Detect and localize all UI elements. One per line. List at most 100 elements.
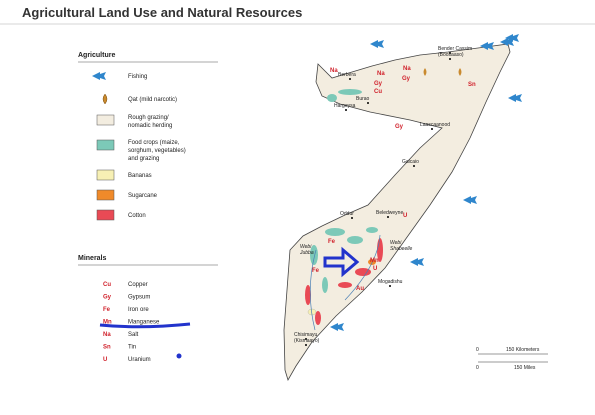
crop-area bbox=[366, 227, 378, 233]
legend-label: nomadic herding bbox=[128, 123, 172, 129]
cotton-area bbox=[355, 268, 371, 276]
town-dot bbox=[305, 344, 307, 346]
mineral-site: Au bbox=[356, 286, 364, 292]
town-dot bbox=[413, 165, 415, 167]
crop-area bbox=[327, 94, 337, 102]
mineral-legend: Cu Copper Gy Gypsum Fe Iron ore Mn Manganese Na S… bbox=[103, 282, 160, 363]
title: Agricultural Land Use and Natural Resour… bbox=[22, 5, 302, 20]
legend-heading: Agriculture bbox=[78, 52, 115, 59]
mineral-name: Uranium bbox=[128, 357, 151, 363]
qat-mark bbox=[423, 68, 427, 76]
scale-label: 0 bbox=[476, 365, 479, 371]
town-dot bbox=[345, 109, 347, 111]
town-dot bbox=[305, 338, 307, 340]
legend-label: Food crops (maize, bbox=[128, 140, 180, 146]
mineral-site: Gy bbox=[374, 81, 383, 87]
annotation-arrow bbox=[323, 246, 360, 278]
legend-label: Fishing bbox=[128, 74, 147, 80]
legend-label: Bananas bbox=[128, 173, 152, 179]
town-dot bbox=[367, 102, 369, 104]
mineral-code: Gy bbox=[103, 295, 112, 301]
legend-label: and grazing bbox=[128, 156, 159, 162]
place-label: Bender Cassim bbox=[438, 46, 472, 52]
scale-label: 150 Kilometers bbox=[506, 347, 540, 353]
somalia-outline bbox=[283, 43, 511, 382]
crop-area bbox=[338, 89, 362, 95]
mineral-code: Sn bbox=[103, 345, 111, 351]
place-label: Oddur bbox=[340, 211, 354, 217]
cotton-area bbox=[315, 311, 321, 325]
annotation-underline bbox=[99, 322, 191, 329]
river-label: Jubba bbox=[299, 250, 314, 256]
scale-label: 150 Miles bbox=[514, 365, 536, 371]
mineral-code: U bbox=[103, 357, 107, 363]
mineral-code: Mn bbox=[103, 320, 112, 326]
mineral-site: U bbox=[373, 266, 377, 272]
mineral-name: Salt bbox=[128, 332, 139, 338]
qat-icon bbox=[102, 93, 108, 105]
mineral-site: Cu bbox=[374, 89, 382, 95]
mineral-site: Na bbox=[330, 68, 338, 74]
cotton-area bbox=[305, 285, 311, 305]
place-label: Berbera bbox=[338, 72, 356, 78]
qat bbox=[423, 68, 462, 76]
cotton-area bbox=[338, 282, 352, 288]
river-label: Webi bbox=[300, 244, 312, 250]
place-label: Burao bbox=[356, 96, 370, 102]
town-dot bbox=[431, 128, 433, 130]
place-label: Hargeysa bbox=[334, 103, 356, 109]
fish-icon bbox=[92, 72, 106, 80]
mineral-site: Mn bbox=[370, 258, 379, 264]
annotation-dot bbox=[176, 353, 182, 359]
mineral-name: Manganese bbox=[128, 320, 160, 326]
place-label: Mogadishu bbox=[378, 279, 403, 285]
fish-mark bbox=[463, 196, 477, 204]
mineral-site: Gy bbox=[395, 124, 404, 130]
river-label: Shabeelle bbox=[390, 246, 412, 252]
legend-label: Cotton bbox=[128, 213, 146, 219]
crop-area bbox=[322, 277, 328, 293]
mineral-code: Fe bbox=[103, 307, 111, 313]
mineral-name: Iron ore bbox=[128, 307, 149, 313]
swatch bbox=[96, 189, 115, 201]
swatch bbox=[96, 114, 115, 126]
fish-mark bbox=[505, 34, 519, 42]
swatch bbox=[96, 209, 115, 221]
legend-label: Sugarcane bbox=[128, 193, 158, 199]
qat-mark bbox=[458, 68, 462, 76]
fish-mark bbox=[370, 40, 384, 48]
crop-area bbox=[347, 236, 363, 244]
fish-mark bbox=[330, 323, 344, 331]
place-label: (Boosaaso) bbox=[438, 52, 464, 58]
town-dot bbox=[449, 58, 451, 60]
mineral-site: Na bbox=[403, 66, 411, 72]
swatch bbox=[96, 139, 115, 151]
town-dot bbox=[387, 216, 389, 218]
town-dot bbox=[389, 285, 391, 287]
place-label: Chisimayu bbox=[294, 332, 318, 338]
place-label: Beledweyne bbox=[376, 210, 403, 216]
sugarcane-area bbox=[368, 259, 376, 265]
place-label: (Kismaayo) bbox=[294, 338, 320, 344]
mineral-site: Gy bbox=[402, 76, 411, 82]
mineral-code: Na bbox=[103, 332, 111, 338]
river-label: Webi bbox=[390, 240, 402, 246]
scale-label: 0 bbox=[476, 347, 479, 353]
swatch bbox=[96, 169, 115, 181]
legend-label: sorghum, vegetables) bbox=[128, 148, 186, 154]
town-dot bbox=[449, 52, 451, 54]
mineral-name: Tin bbox=[128, 345, 136, 351]
legend-heading: Minerals bbox=[78, 255, 107, 262]
fishing-marks bbox=[330, 34, 522, 331]
town-dot bbox=[351, 217, 353, 219]
place-labels: Bender Cassim(Boosaaso) Berbera HargeysaBu… bbox=[294, 46, 476, 346]
mineral-site: Fe bbox=[312, 268, 320, 274]
mineral-site: Na bbox=[377, 71, 385, 77]
mineral-code: Cu bbox=[103, 282, 111, 288]
legend-label: Qat (mild narcotic) bbox=[128, 97, 177, 103]
mineral-name: Gypsum bbox=[128, 295, 150, 301]
town-dot bbox=[349, 78, 351, 80]
fish-mark bbox=[410, 258, 424, 266]
crop-area bbox=[325, 228, 345, 236]
